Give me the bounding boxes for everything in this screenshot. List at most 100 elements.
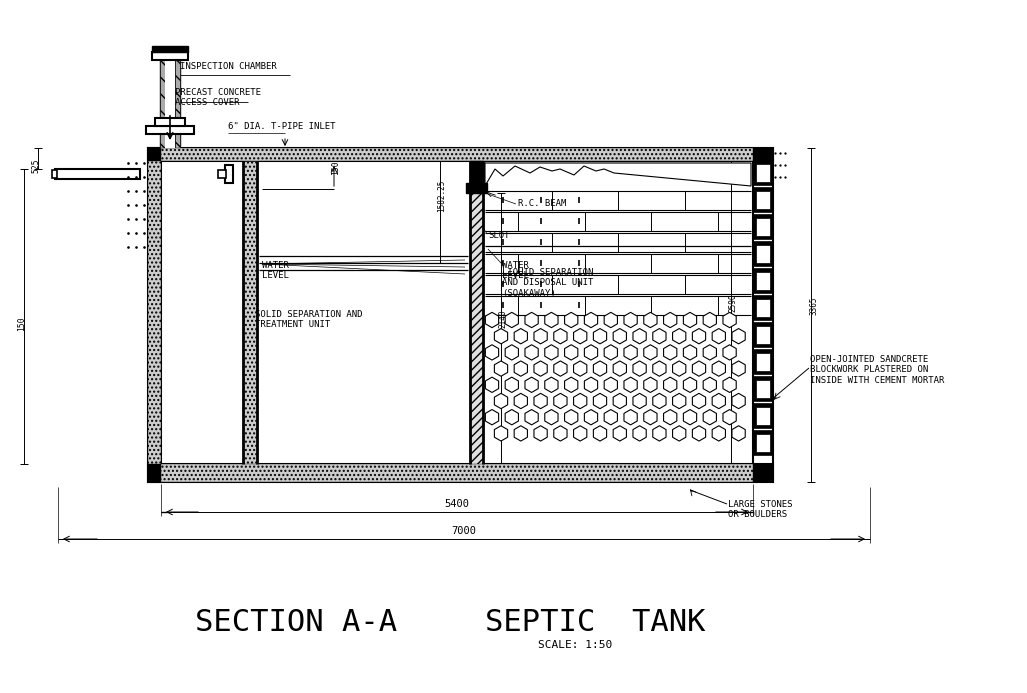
- Polygon shape: [692, 426, 706, 441]
- Bar: [756, 299, 770, 317]
- Bar: [753, 431, 773, 455]
- Polygon shape: [663, 410, 677, 425]
- Polygon shape: [544, 313, 558, 328]
- Polygon shape: [486, 410, 499, 425]
- Polygon shape: [554, 361, 567, 376]
- Polygon shape: [703, 344, 717, 360]
- Polygon shape: [644, 410, 657, 425]
- Polygon shape: [653, 426, 667, 441]
- Polygon shape: [723, 410, 736, 425]
- Bar: [753, 161, 773, 185]
- Polygon shape: [683, 410, 696, 425]
- Text: 1582.25: 1582.25: [438, 179, 447, 212]
- Polygon shape: [534, 361, 547, 376]
- Polygon shape: [594, 394, 607, 409]
- Polygon shape: [594, 361, 607, 376]
- Bar: [756, 272, 770, 290]
- Polygon shape: [653, 328, 667, 344]
- Bar: [148, 161, 161, 464]
- Polygon shape: [515, 361, 528, 376]
- Text: 2590: 2590: [728, 294, 737, 313]
- Polygon shape: [633, 328, 646, 344]
- Bar: [753, 296, 773, 320]
- Polygon shape: [515, 328, 528, 344]
- Polygon shape: [604, 377, 617, 392]
- Bar: [753, 215, 773, 239]
- Polygon shape: [712, 394, 725, 409]
- Text: 150: 150: [17, 317, 27, 331]
- Polygon shape: [565, 313, 578, 328]
- Polygon shape: [644, 313, 657, 328]
- Polygon shape: [683, 313, 696, 328]
- Text: 7000: 7000: [452, 526, 477, 536]
- Polygon shape: [613, 361, 626, 376]
- Polygon shape: [594, 426, 607, 441]
- Polygon shape: [624, 344, 637, 360]
- Bar: [756, 191, 770, 209]
- Bar: [756, 434, 770, 452]
- Polygon shape: [515, 394, 528, 409]
- Text: SLOT: SLOT: [488, 231, 509, 240]
- Bar: [753, 377, 773, 401]
- Text: SOLID SEPARATION AND
TREATMENT UNIT: SOLID SEPARATION AND TREATMENT UNIT: [255, 310, 363, 329]
- Polygon shape: [584, 377, 598, 392]
- Bar: [756, 164, 770, 182]
- Polygon shape: [486, 313, 499, 328]
- Polygon shape: [494, 394, 507, 409]
- Polygon shape: [594, 328, 607, 344]
- Polygon shape: [673, 361, 686, 376]
- Text: LIQUID SEPARATION
AND DISPOSAL UNIT
(SOAKAWAY): LIQUID SEPARATION AND DISPOSAL UNIT (SOA…: [502, 268, 594, 298]
- Bar: [161, 464, 753, 482]
- Polygon shape: [565, 377, 578, 392]
- Polygon shape: [712, 361, 725, 376]
- Text: PRECAST CONCRETE
ACCESS COVER: PRECAST CONCRETE ACCESS COVER: [175, 88, 261, 107]
- Polygon shape: [723, 313, 736, 328]
- Bar: [160, 60, 165, 148]
- Polygon shape: [494, 328, 507, 344]
- Polygon shape: [732, 426, 746, 441]
- Polygon shape: [604, 410, 617, 425]
- Polygon shape: [485, 163, 751, 186]
- Polygon shape: [712, 426, 725, 441]
- Polygon shape: [663, 377, 677, 392]
- Polygon shape: [554, 328, 567, 344]
- Polygon shape: [703, 313, 717, 328]
- Polygon shape: [624, 313, 637, 328]
- Bar: [756, 218, 770, 236]
- Bar: [756, 326, 770, 344]
- Bar: [161, 148, 753, 161]
- Polygon shape: [554, 394, 567, 409]
- Text: WATER
LEVEL: WATER LEVEL: [502, 261, 529, 281]
- Polygon shape: [573, 361, 586, 376]
- Polygon shape: [624, 377, 637, 392]
- Polygon shape: [544, 377, 558, 392]
- Polygon shape: [644, 377, 657, 392]
- Polygon shape: [505, 344, 519, 360]
- Polygon shape: [554, 426, 567, 441]
- Polygon shape: [505, 410, 519, 425]
- Bar: [753, 323, 773, 347]
- Polygon shape: [653, 361, 667, 376]
- Bar: [55, 169, 140, 179]
- Text: SCALE: 1:50: SCALE: 1:50: [538, 640, 612, 650]
- Text: SECTION A-A: SECTION A-A: [195, 608, 397, 637]
- Polygon shape: [505, 313, 519, 328]
- Polygon shape: [732, 361, 746, 376]
- Bar: [165, 60, 175, 148]
- Bar: [52, 170, 58, 178]
- Polygon shape: [525, 377, 538, 392]
- Polygon shape: [692, 328, 706, 344]
- Polygon shape: [633, 361, 646, 376]
- Polygon shape: [565, 410, 578, 425]
- Bar: [243, 161, 257, 464]
- Polygon shape: [486, 344, 499, 360]
- Polygon shape: [494, 361, 507, 376]
- Polygon shape: [584, 410, 598, 425]
- Polygon shape: [525, 344, 538, 360]
- Polygon shape: [573, 426, 586, 441]
- Bar: [146, 126, 194, 134]
- Polygon shape: [633, 426, 646, 441]
- Polygon shape: [584, 344, 598, 360]
- Bar: [148, 148, 773, 161]
- Bar: [466, 183, 487, 193]
